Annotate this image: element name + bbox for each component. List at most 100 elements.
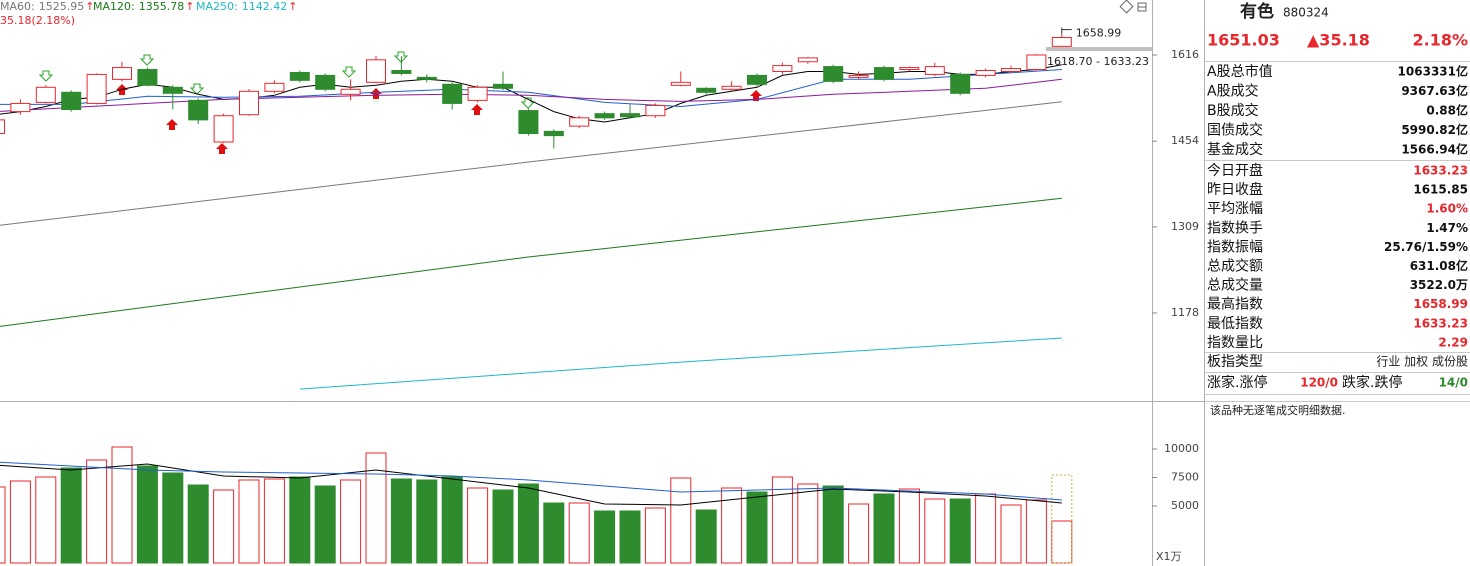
type-label: 板指类型 — [1207, 354, 1263, 370]
candle-body — [721, 85, 742, 90]
candle-body — [848, 74, 869, 78]
volume-bar — [289, 476, 311, 564]
candle-body — [924, 66, 945, 75]
candle-body — [289, 71, 310, 81]
legend-arrow: ↑ — [185, 0, 194, 13]
candle-body — [569, 117, 590, 127]
volume-bar — [416, 479, 438, 564]
candle-body — [874, 67, 894, 80]
candle-body — [493, 83, 513, 89]
row-label: 今日开盘 — [1207, 162, 1263, 179]
up-label: 涨家.涨停 — [1207, 374, 1267, 391]
volume-bar — [162, 472, 184, 564]
row-label: 最低指数 — [1207, 316, 1263, 332]
volume-bar — [619, 510, 641, 564]
volume-bar — [873, 493, 895, 564]
row-label: A股总市值 — [1207, 63, 1273, 80]
moving-average-line — [0, 461, 1062, 501]
candle-body — [264, 82, 285, 92]
toolbar-icon[interactable] — [1137, 2, 1147, 12]
row-value: 1615.85 — [1413, 183, 1468, 197]
signal-arrow — [370, 88, 382, 99]
candle-body — [797, 57, 818, 63]
signal-arrow — [341, 66, 357, 78]
sell-signals — [38, 51, 536, 109]
candle-body — [213, 115, 234, 143]
volume-bar — [314, 485, 336, 564]
row-value: 25.76/1.59% — [1384, 240, 1468, 254]
volume-bar — [517, 483, 539, 564]
y-tick-label: 1454 — [1171, 134, 1199, 147]
candle-body — [10, 102, 31, 113]
volume-bar — [1025, 499, 1047, 564]
candle-body — [442, 83, 463, 104]
legend-name: MA120: — [93, 0, 135, 13]
moving-average-line — [299, 337, 1062, 390]
volume-bar — [848, 503, 870, 564]
candle-body — [239, 90, 259, 116]
volume-bar — [213, 489, 235, 564]
volume-bar — [390, 478, 412, 564]
candle-body — [594, 113, 615, 119]
legend-item: MA250: 1142.42↑ — [196, 0, 297, 13]
toolbar-icon[interactable] — [1119, 0, 1134, 14]
legend-name: MA250: — [196, 0, 238, 13]
volume-bar — [60, 467, 82, 564]
moving-average-line — [0, 463, 1062, 506]
y-tick-label: 1616 — [1171, 48, 1199, 61]
y-tick-label: 1178 — [1171, 306, 1199, 319]
row-label: 指数振幅 — [1207, 239, 1263, 255]
signal-arrow — [750, 90, 762, 101]
price-change: ▲35.18 — [1307, 31, 1370, 50]
note: 该品种无逐笔成交明细数据. — [1210, 403, 1346, 417]
type-value: 行业 加权 成份股 — [1376, 355, 1468, 369]
price-change-pct: 2.18% — [1412, 31, 1468, 50]
candle-body — [366, 59, 386, 83]
panel-title: 有色 — [1240, 1, 1274, 22]
candle-body — [950, 73, 971, 94]
volume-bar — [771, 476, 793, 564]
signal-arrow — [189, 83, 205, 95]
volume-bar — [441, 476, 463, 564]
candle-body — [645, 104, 666, 117]
volume-bar — [111, 446, 133, 564]
candle-body — [670, 81, 691, 86]
volume-bar — [670, 477, 692, 564]
row-value: 2.29 — [1438, 335, 1468, 349]
volume-bar — [187, 484, 209, 564]
legend-value: 1142.42 — [242, 0, 288, 13]
row-label: A股成交 — [1207, 83, 1259, 100]
volume-bar — [924, 498, 946, 564]
signal-arrow — [166, 119, 178, 130]
candle-body — [112, 67, 132, 80]
change-label: 35.18(2.18%) — [0, 14, 75, 27]
row-label: 总成交量 — [1207, 277, 1263, 294]
signal-arrow — [393, 51, 409, 63]
volume-bar — [35, 476, 57, 564]
candle-body — [467, 86, 488, 101]
candle-body — [1051, 37, 1072, 47]
last-price: 1651.03 — [1207, 31, 1280, 50]
volume-bar — [695, 509, 717, 564]
volume-bar — [263, 478, 285, 564]
volume-bar — [136, 465, 158, 564]
volume-bar — [492, 489, 514, 564]
candle-body — [391, 70, 412, 74]
row-value: 0.88亿 — [1426, 103, 1468, 118]
candle-body — [162, 86, 183, 94]
candle-body — [86, 73, 107, 104]
row-value: 1566.94亿 — [1401, 142, 1468, 157]
candle-body — [188, 99, 209, 121]
panel-code: 880324 — [1283, 6, 1329, 20]
candle-body — [823, 66, 844, 82]
volume-bar — [644, 507, 666, 564]
row-value: 631.08亿 — [1410, 258, 1468, 273]
candle-body — [61, 91, 82, 111]
up-value: 120/0 — [1300, 376, 1338, 390]
row-label: 总成交额 — [1207, 258, 1263, 275]
signal-arrow — [139, 54, 155, 66]
candle-body — [696, 87, 717, 93]
volume-bar — [721, 487, 743, 564]
candle-body — [315, 74, 336, 90]
